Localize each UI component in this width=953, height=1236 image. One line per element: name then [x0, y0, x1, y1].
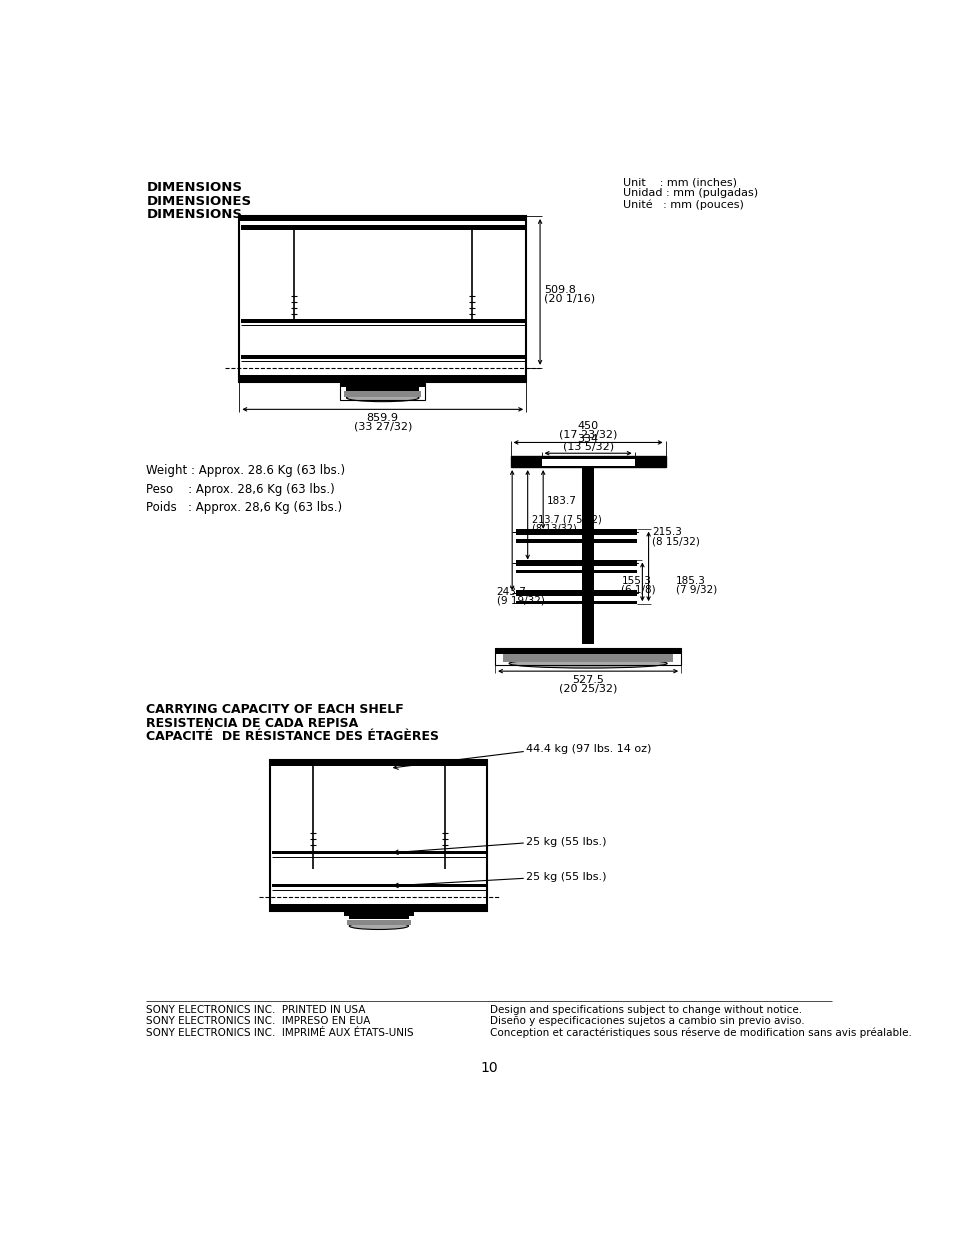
Bar — [272, 850, 485, 854]
Text: Conception et caractéristiques sous réserve de modification sans avis préalable.: Conception et caractéristiques sous rése… — [489, 1027, 911, 1038]
Bar — [594, 529, 637, 535]
Bar — [516, 601, 581, 604]
Bar — [346, 387, 418, 391]
Text: Unidad : mm (pulgadas): Unidad : mm (pulgadas) — [622, 188, 758, 198]
Bar — [502, 654, 673, 662]
Text: 334: 334 — [577, 434, 598, 444]
Bar — [581, 467, 594, 644]
Text: Unit    : mm (inches): Unit : mm (inches) — [622, 178, 737, 188]
Bar — [270, 760, 487, 911]
Text: 450: 450 — [577, 421, 598, 431]
Bar — [270, 905, 487, 911]
Text: 185.3: 185.3 — [675, 576, 705, 586]
Bar — [516, 539, 581, 543]
Text: (8 15/32): (8 15/32) — [652, 536, 700, 546]
Bar — [348, 916, 409, 920]
Bar — [270, 760, 487, 766]
Bar — [344, 912, 414, 916]
Text: Diseño y especificaciones sujetos a cambio sin previo aviso.: Diseño y especificaciones sujetos a camb… — [489, 1016, 803, 1026]
Bar — [344, 391, 421, 397]
Bar — [239, 216, 525, 382]
Text: 509.8: 509.8 — [543, 286, 576, 295]
Text: Design and specifications subject to change without notice.: Design and specifications subject to cha… — [489, 1005, 801, 1015]
Text: SONY ELECTRONICS INC.  IMPRIMÉ AUX ÉTATS-UNIS: SONY ELECTRONICS INC. IMPRIMÉ AUX ÉTATS-… — [146, 1027, 414, 1038]
Text: (7 9/32): (7 9/32) — [675, 585, 717, 595]
Bar — [239, 376, 525, 382]
Bar — [241, 319, 524, 323]
Text: (20 1/16): (20 1/16) — [543, 294, 595, 304]
Text: (6 1/8): (6 1/8) — [620, 585, 656, 595]
Ellipse shape — [509, 659, 666, 669]
Text: DIMENSIONS: DIMENSIONS — [146, 180, 242, 194]
Text: 10: 10 — [479, 1060, 497, 1075]
Bar — [516, 560, 581, 566]
Text: CARRYING CAPACITY OF EACH SHELF: CARRYING CAPACITY OF EACH SHELF — [146, 703, 404, 716]
Text: RESISTENCIA DE CADA REPISA: RESISTENCIA DE CADA REPISA — [146, 717, 358, 729]
Text: Unité   : mm (pouces): Unité : mm (pouces) — [622, 199, 743, 210]
Bar — [510, 456, 665, 467]
Bar — [594, 601, 637, 604]
Bar — [347, 920, 410, 926]
Text: 44.4 kg (97 lbs. 14 oz): 44.4 kg (97 lbs. 14 oz) — [525, 744, 651, 754]
Bar — [516, 591, 581, 597]
Text: CAPACITÉ  DE RÉSISTANCE DES ÉTAGÈRES: CAPACITÉ DE RÉSISTANCE DES ÉTAGÈRES — [146, 730, 439, 743]
Text: (20 25/32): (20 25/32) — [558, 684, 617, 693]
Bar — [594, 570, 637, 574]
Bar — [272, 884, 485, 887]
Text: (33 27/32): (33 27/32) — [354, 421, 412, 431]
Bar — [594, 560, 637, 566]
Bar — [594, 539, 637, 543]
Text: (13 5/32): (13 5/32) — [562, 441, 613, 451]
Bar — [495, 648, 680, 654]
Bar — [516, 529, 581, 535]
Text: 155.3: 155.3 — [620, 576, 651, 586]
Bar — [340, 383, 425, 400]
Bar — [510, 456, 665, 467]
Bar — [594, 591, 637, 597]
Bar — [241, 355, 524, 358]
Text: 25 kg (55 lbs.): 25 kg (55 lbs.) — [525, 837, 606, 847]
Text: SONY ELECTRONICS INC.  IMPRESO EN EUA: SONY ELECTRONICS INC. IMPRESO EN EUA — [146, 1016, 371, 1026]
Text: 183.7: 183.7 — [546, 497, 577, 507]
Text: 215.3: 215.3 — [652, 528, 681, 538]
Text: 859.9: 859.9 — [366, 413, 398, 423]
Text: Peso    : Aprox. 28,6 Kg (63 lbs.): Peso : Aprox. 28,6 Kg (63 lbs.) — [146, 482, 335, 496]
Text: Weight : Approx. 28.6 Kg (63 lbs.): Weight : Approx. 28.6 Kg (63 lbs.) — [146, 464, 345, 477]
Text: Poids   : Approx. 28,6 Kg (63 lbs.): Poids : Approx. 28,6 Kg (63 lbs.) — [146, 501, 342, 514]
Text: SONY ELECTRONICS INC.  PRINTED IN USA: SONY ELECTRONICS INC. PRINTED IN USA — [146, 1005, 366, 1015]
Bar — [239, 216, 525, 221]
Bar — [516, 570, 581, 574]
Text: DIMENSIONS: DIMENSIONS — [146, 209, 242, 221]
Text: DIMENSIONES: DIMENSIONES — [146, 194, 252, 208]
Bar — [340, 383, 425, 387]
Text: 243.7: 243.7 — [497, 587, 526, 597]
Text: 527.5: 527.5 — [572, 675, 603, 685]
Text: 25 kg (55 lbs.): 25 kg (55 lbs.) — [525, 873, 606, 883]
Text: (17 23/32): (17 23/32) — [558, 429, 617, 439]
Text: 213.7 (7 5/32): 213.7 (7 5/32) — [531, 515, 600, 525]
Bar — [541, 459, 634, 466]
Bar — [495, 648, 680, 665]
Ellipse shape — [349, 922, 408, 929]
Text: (8 13/32): (8 13/32) — [531, 523, 576, 533]
Bar — [241, 225, 524, 230]
Text: (9 19/32): (9 19/32) — [497, 596, 544, 606]
Ellipse shape — [346, 394, 418, 402]
